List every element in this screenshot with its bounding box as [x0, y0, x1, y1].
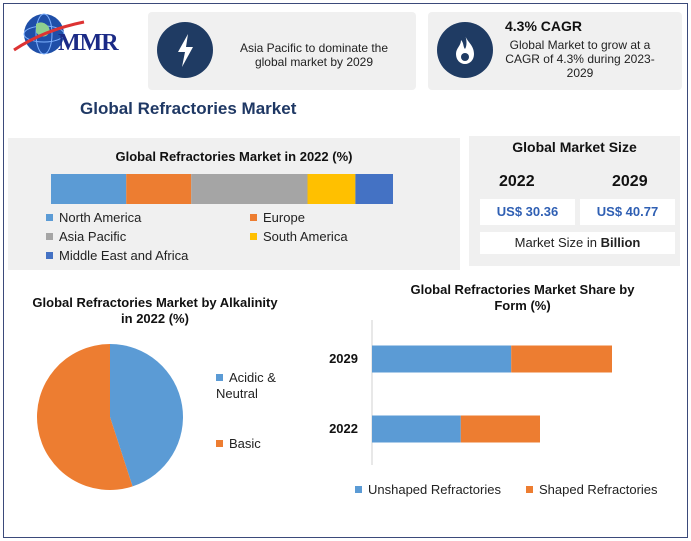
legend-north-america: North America	[46, 210, 141, 225]
pie-slice-acidic-neutral	[110, 344, 183, 487]
mmr-logo	[13, 13, 85, 55]
regional-stacked-bar	[51, 174, 393, 204]
cagr-heading: 4.3% CAGR	[505, 18, 583, 34]
form-bar-chart: 2029 2022	[329, 320, 612, 465]
year-2029: 2029	[612, 173, 648, 190]
bar-segment-south-america	[307, 174, 356, 204]
page-title: Global Refractories Market	[80, 99, 297, 118]
logo-text: MMR	[58, 30, 119, 56]
legend-swatch	[250, 214, 257, 221]
legend-europe: Europe	[250, 210, 305, 225]
form-chart-title: Global Refractories Market Share by Form…	[410, 282, 635, 313]
legend-swatch	[46, 233, 53, 240]
legend-swatch	[46, 252, 53, 259]
market-size-title: Global Market Size	[512, 139, 637, 155]
form-bar-shaped-refractories-2022	[460, 415, 540, 443]
highlight-text-asia: Asia Pacific to dominate the global mark…	[239, 41, 389, 69]
regional-chart-title: Global Refractories Market in 2022 (%)	[115, 149, 353, 164]
alkalinity-pie	[36, 344, 183, 490]
legend-basic: Basic	[216, 436, 261, 451]
market-size-2029: US$ 40.77	[580, 199, 675, 225]
legend-swatch	[216, 374, 223, 381]
bar-segment-middle-east-and-africa	[355, 174, 393, 204]
legend-swatch	[216, 440, 223, 447]
flame-icon	[437, 22, 493, 78]
legend-swatch	[46, 214, 53, 221]
form-category-label-2022: 2022	[329, 421, 358, 436]
legend-swatch	[355, 486, 362, 493]
regional-chart-panel	[8, 138, 460, 270]
legend-swatch	[526, 486, 533, 493]
market-size-2022: US$ 30.36	[480, 199, 575, 225]
bar-segment-asia-pacific	[191, 174, 308, 204]
highlight-text-cagr: Global Market to grow at a CAGR of 4.3% …	[505, 38, 655, 80]
form-bar-unshaped-refractories-2022	[372, 415, 461, 443]
legend-swatch	[250, 233, 257, 240]
form-bar-shaped-refractories-2029	[511, 345, 612, 373]
market-size-unit: Market Size in Billion	[480, 232, 675, 254]
form-bar-unshaped-refractories-2029	[372, 345, 512, 373]
year-2022: 2022	[499, 173, 535, 190]
alkalinity-chart-title: Global Refractories Market by Alkalinity…	[32, 295, 278, 326]
lightning-icon	[157, 22, 213, 78]
legend-acidic-neutral: Acidic & Neutral	[216, 370, 276, 401]
pie-slice-basic	[36, 344, 133, 490]
legend-shaped: Shaped Refractories	[526, 482, 658, 497]
legend-middle-east-africa: Middle East and Africa	[46, 248, 188, 263]
legend-south-america: South America	[250, 229, 348, 244]
legend-unshaped: Unshaped Refractories	[355, 482, 501, 497]
legend-asia-pacific: Asia Pacific	[46, 229, 126, 244]
form-category-label-2029: 2029	[329, 351, 358, 366]
bar-segment-north-america	[51, 174, 127, 204]
bar-segment-europe	[126, 174, 192, 204]
